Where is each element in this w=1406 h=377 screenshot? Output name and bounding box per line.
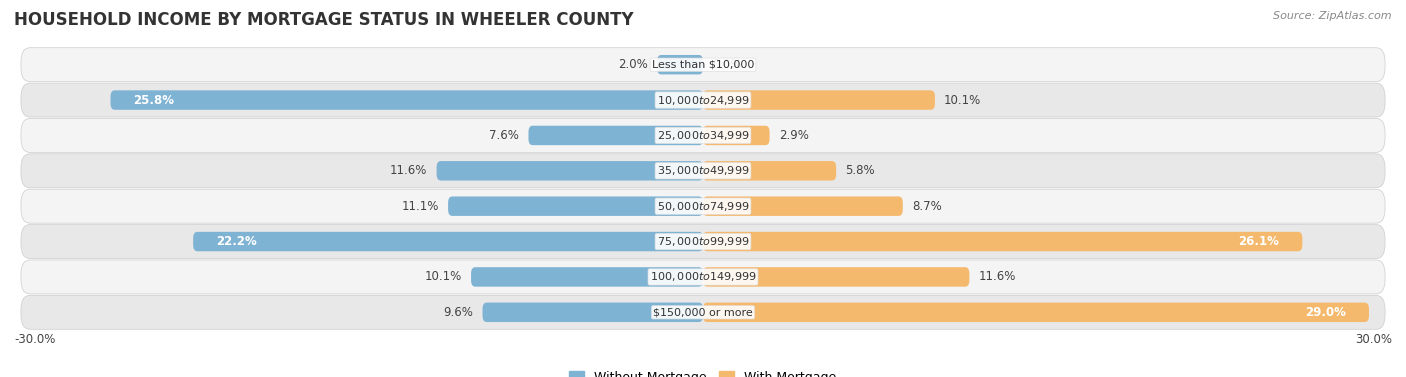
FancyBboxPatch shape	[21, 48, 1385, 82]
Text: $75,000 to $99,999: $75,000 to $99,999	[657, 235, 749, 248]
FancyBboxPatch shape	[703, 90, 935, 110]
FancyBboxPatch shape	[193, 232, 703, 251]
FancyBboxPatch shape	[529, 126, 703, 145]
Text: 8.7%: 8.7%	[912, 200, 942, 213]
Text: $50,000 to $74,999: $50,000 to $74,999	[657, 200, 749, 213]
Text: HOUSEHOLD INCOME BY MORTGAGE STATUS IN WHEELER COUNTY: HOUSEHOLD INCOME BY MORTGAGE STATUS IN W…	[14, 11, 634, 29]
Text: 11.1%: 11.1%	[402, 200, 439, 213]
Text: 25.8%: 25.8%	[134, 93, 174, 107]
Text: Less than $10,000: Less than $10,000	[652, 60, 754, 70]
Text: 9.6%: 9.6%	[443, 306, 474, 319]
FancyBboxPatch shape	[21, 225, 1385, 259]
Text: 5.8%: 5.8%	[845, 164, 875, 177]
FancyBboxPatch shape	[703, 267, 969, 287]
FancyBboxPatch shape	[449, 196, 703, 216]
FancyBboxPatch shape	[471, 267, 703, 287]
FancyBboxPatch shape	[111, 90, 703, 110]
Text: $150,000 or more: $150,000 or more	[654, 307, 752, 317]
Text: $25,000 to $34,999: $25,000 to $34,999	[657, 129, 749, 142]
Text: 10.1%: 10.1%	[425, 270, 461, 284]
FancyBboxPatch shape	[21, 260, 1385, 294]
Text: 0.0%: 0.0%	[713, 58, 742, 71]
FancyBboxPatch shape	[437, 161, 703, 181]
Text: 26.1%: 26.1%	[1239, 235, 1279, 248]
Text: 2.0%: 2.0%	[619, 58, 648, 71]
FancyBboxPatch shape	[703, 196, 903, 216]
Text: 11.6%: 11.6%	[979, 270, 1017, 284]
FancyBboxPatch shape	[703, 303, 1369, 322]
Text: 29.0%: 29.0%	[1305, 306, 1346, 319]
Text: 22.2%: 22.2%	[217, 235, 257, 248]
FancyBboxPatch shape	[21, 118, 1385, 152]
Text: 10.1%: 10.1%	[945, 93, 981, 107]
FancyBboxPatch shape	[703, 161, 837, 181]
Text: $10,000 to $24,999: $10,000 to $24,999	[657, 93, 749, 107]
FancyBboxPatch shape	[21, 83, 1385, 117]
Legend: Without Mortgage, With Mortgage: Without Mortgage, With Mortgage	[564, 366, 842, 377]
FancyBboxPatch shape	[21, 295, 1385, 329]
Text: 11.6%: 11.6%	[389, 164, 427, 177]
FancyBboxPatch shape	[703, 232, 1302, 251]
Text: $35,000 to $49,999: $35,000 to $49,999	[657, 164, 749, 177]
Text: -30.0%: -30.0%	[14, 333, 55, 346]
FancyBboxPatch shape	[657, 55, 703, 74]
Text: Source: ZipAtlas.com: Source: ZipAtlas.com	[1274, 11, 1392, 21]
FancyBboxPatch shape	[703, 126, 769, 145]
FancyBboxPatch shape	[482, 303, 703, 322]
Text: $100,000 to $149,999: $100,000 to $149,999	[650, 270, 756, 284]
Text: 7.6%: 7.6%	[489, 129, 519, 142]
FancyBboxPatch shape	[21, 189, 1385, 223]
Text: 2.9%: 2.9%	[779, 129, 808, 142]
FancyBboxPatch shape	[21, 154, 1385, 188]
Text: 30.0%: 30.0%	[1355, 333, 1392, 346]
